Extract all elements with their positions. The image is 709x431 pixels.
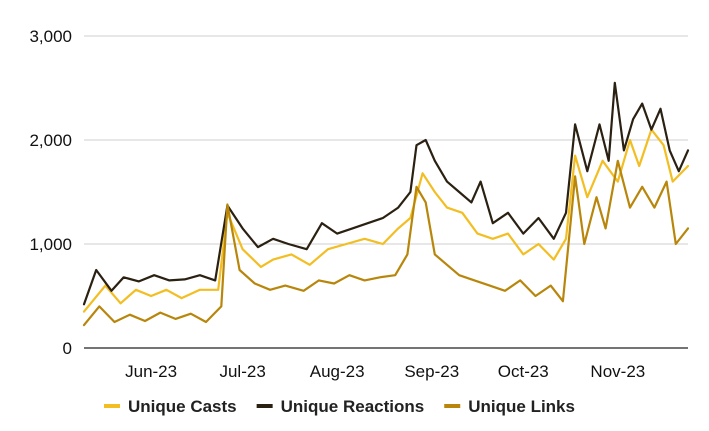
x-tick-label: Nov-23: [590, 362, 645, 381]
x-tick-label: Sep-23: [404, 362, 459, 381]
series-line-1: [82, 128, 690, 313]
series-line-2: [82, 81, 690, 306]
legend-swatch-1: [104, 404, 120, 408]
series-line-3: [82, 159, 690, 327]
legend-swatch-2: [256, 404, 273, 408]
y-tick-label: 3,000: [29, 27, 72, 46]
x-tick-label: Jun-23: [125, 362, 177, 381]
legend-label-1: Unique Casts: [128, 397, 237, 416]
legend-swatch-3: [444, 404, 461, 408]
grid-lines: [84, 35, 688, 349]
axis-labels: 0 1,000 2,000 3,000 Jun-23 Jul-23 Aug-23 Sep-23…: [29, 27, 645, 381]
series-lines: [82, 81, 690, 327]
y-tick-label: 2,000: [29, 131, 72, 150]
x-tick-label: Jul-23: [219, 362, 265, 381]
legend: Unique Casts Unique Reactions Unique Links: [104, 397, 575, 416]
x-tick-label: Aug-23: [310, 362, 365, 381]
y-tick-label: 1,000: [29, 235, 72, 254]
y-tick-label: 0: [63, 339, 72, 358]
x-tick-label: Oct-23: [498, 362, 549, 381]
legend-label-3: Unique Links: [468, 397, 575, 416]
legend-label-2: Unique Reactions: [281, 397, 425, 416]
